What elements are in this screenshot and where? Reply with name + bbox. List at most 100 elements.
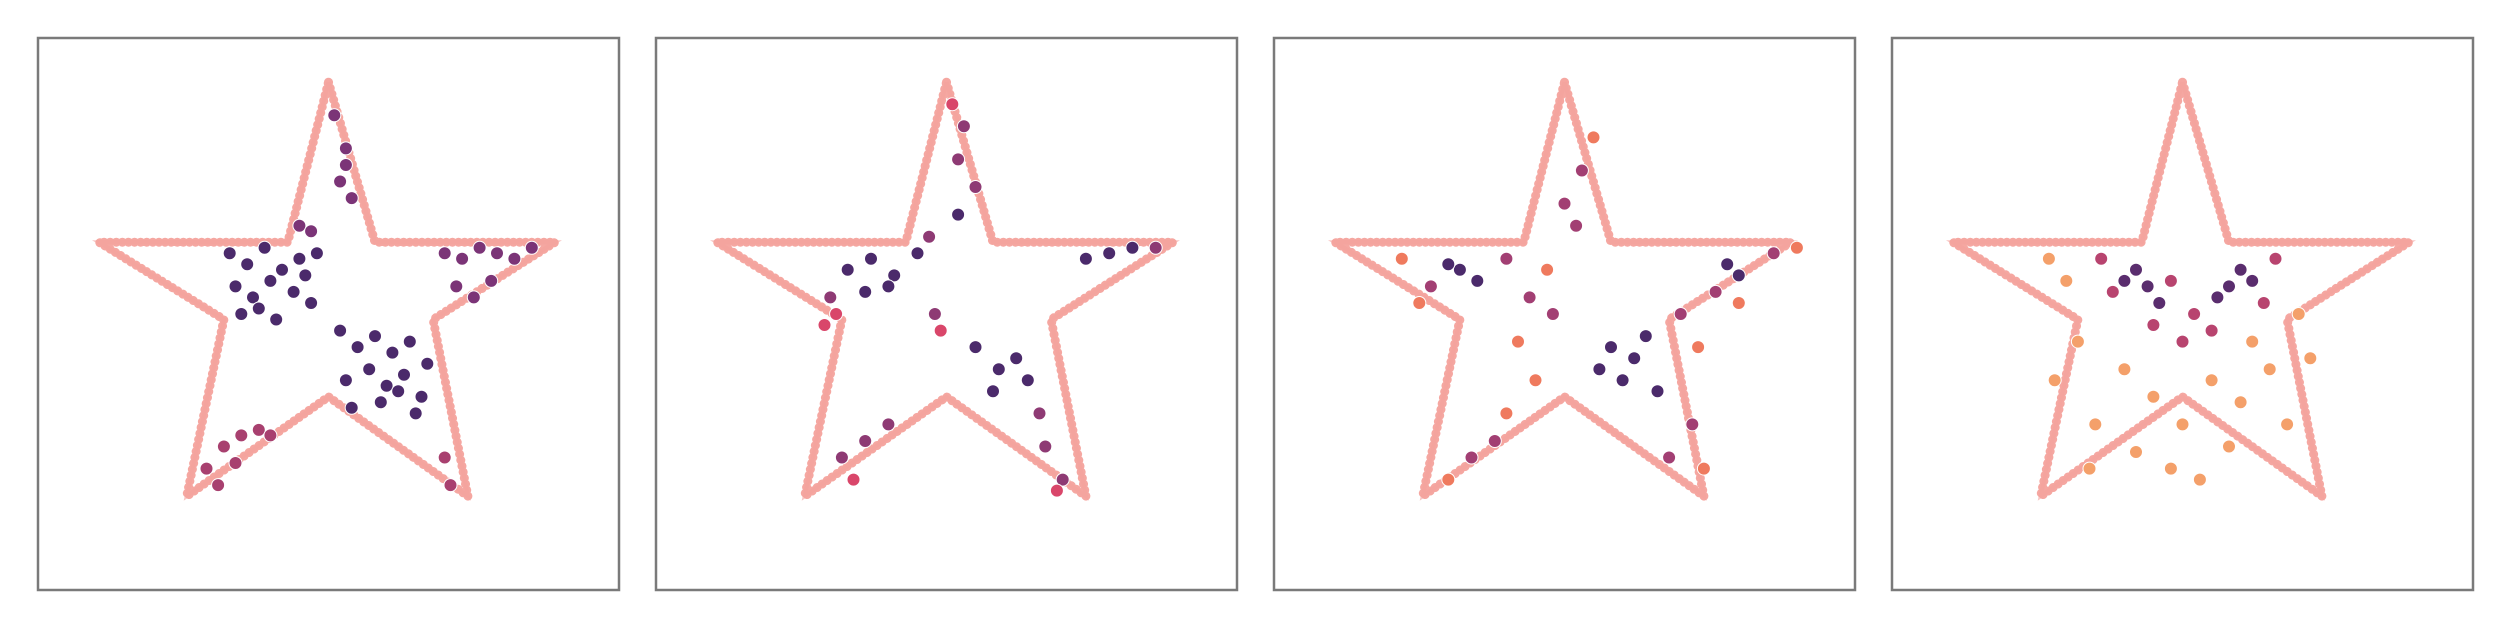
point [1441, 257, 1456, 272]
point [991, 362, 1006, 377]
point [338, 158, 353, 172]
point [1499, 406, 1514, 421]
point [228, 456, 243, 470]
point [507, 251, 522, 266]
point [2140, 279, 2155, 294]
point [304, 224, 319, 239]
point [484, 273, 499, 288]
point [437, 450, 452, 465]
point [216, 439, 231, 454]
point [199, 461, 214, 476]
point [1662, 450, 1677, 465]
point [1078, 251, 1093, 266]
panel [36, 36, 621, 592]
point [1020, 373, 1035, 388]
point [2088, 417, 2103, 432]
point [858, 284, 873, 299]
point [1604, 340, 1618, 355]
point [945, 97, 960, 112]
point [1487, 434, 1502, 448]
point [292, 218, 307, 233]
point [1032, 406, 1047, 421]
point [829, 307, 844, 321]
point [211, 478, 226, 493]
point [1789, 240, 1804, 255]
point [304, 296, 319, 310]
panel-frame [1890, 36, 2475, 592]
point [2059, 273, 2074, 288]
point [1691, 340, 1706, 355]
point [887, 268, 902, 283]
point [1148, 240, 1163, 255]
point [1394, 251, 1409, 266]
point [956, 119, 971, 134]
point [1412, 296, 1427, 310]
point [420, 356, 435, 371]
point [1049, 483, 1064, 498]
point [858, 434, 873, 448]
point [455, 251, 470, 266]
point [338, 373, 353, 388]
point [2117, 362, 2132, 377]
point [2256, 296, 2271, 310]
point [933, 323, 948, 338]
point [373, 395, 388, 410]
point [910, 246, 925, 261]
point [379, 378, 394, 393]
point [2222, 279, 2236, 294]
point [333, 174, 348, 189]
point [1423, 279, 1438, 294]
point [408, 406, 423, 421]
panel-frame [1272, 36, 1857, 592]
point [2082, 461, 2097, 476]
point [2163, 461, 2178, 476]
point [2129, 445, 2143, 459]
point [1557, 196, 1572, 211]
point [1464, 450, 1479, 465]
point [986, 384, 1000, 399]
star-outline-core [91, 81, 562, 501]
point [344, 191, 359, 206]
point [234, 428, 249, 443]
point [240, 257, 255, 272]
point [327, 108, 342, 123]
point [1731, 296, 1746, 310]
point [269, 312, 284, 327]
point [1627, 351, 1642, 366]
point [402, 334, 417, 349]
point [1731, 268, 1746, 283]
point [2268, 251, 2283, 266]
point [1720, 257, 1735, 272]
point [385, 345, 400, 360]
point [1441, 472, 1456, 487]
point [222, 246, 237, 261]
point [350, 340, 365, 355]
point [2175, 417, 2190, 432]
star-outline-core [709, 81, 1180, 501]
point [234, 307, 249, 321]
point [2262, 362, 2277, 377]
point [397, 367, 411, 382]
point [1038, 439, 1053, 454]
point [1766, 246, 1781, 261]
panel [654, 36, 1239, 592]
point [927, 307, 942, 321]
point [2129, 262, 2143, 277]
point [1470, 273, 1485, 288]
point [864, 251, 878, 266]
point [298, 268, 313, 283]
point [251, 422, 266, 437]
point [881, 417, 896, 432]
point [2187, 307, 2202, 321]
point [524, 240, 539, 255]
point [228, 279, 243, 294]
point [368, 329, 382, 344]
point [846, 472, 861, 487]
panel-frame [36, 36, 621, 592]
point [1511, 334, 1525, 349]
point [2245, 273, 2260, 288]
point [840, 262, 855, 277]
point [275, 262, 289, 277]
